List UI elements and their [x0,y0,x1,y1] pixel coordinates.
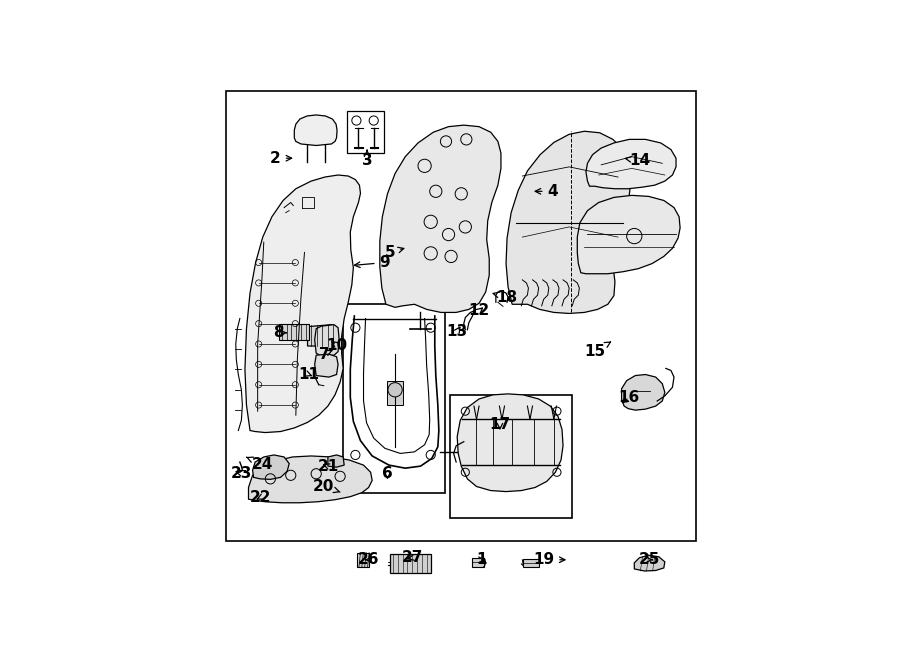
Text: 20: 20 [313,479,340,494]
Text: 21: 21 [318,459,338,474]
Text: 14: 14 [626,153,650,169]
Text: 15: 15 [584,342,610,359]
Text: 18: 18 [493,290,518,305]
Text: 10: 10 [326,338,347,352]
Text: 4: 4 [536,184,558,199]
Bar [387,381,402,405]
Polygon shape [622,375,665,410]
Polygon shape [315,354,338,377]
Bar [226,91,697,541]
Circle shape [388,383,402,397]
Bar [523,559,538,567]
Text: 3: 3 [362,150,373,169]
Polygon shape [577,196,680,274]
Bar [357,553,369,567]
Text: 11: 11 [298,367,320,382]
Polygon shape [294,115,338,145]
Polygon shape [245,175,361,432]
Text: 6: 6 [382,466,392,481]
Bar [450,395,572,518]
Text: 23: 23 [230,466,252,481]
Polygon shape [380,125,501,313]
Polygon shape [328,455,344,467]
Polygon shape [634,555,665,571]
Polygon shape [253,455,289,479]
Text: 13: 13 [446,324,468,338]
Text: 17: 17 [490,417,510,432]
Bar [472,558,483,567]
Text: 26: 26 [358,553,380,567]
Text: 16: 16 [618,390,640,405]
Text: 2: 2 [270,151,292,166]
Text: 27: 27 [402,550,424,565]
Text: 7: 7 [319,346,332,362]
Polygon shape [308,325,335,346]
Ellipse shape [253,489,268,499]
Text: 8: 8 [273,325,286,340]
Polygon shape [586,139,676,189]
Text: 19: 19 [533,553,565,567]
Polygon shape [315,325,339,356]
Text: 1: 1 [476,553,487,567]
Polygon shape [457,394,563,492]
Bar [347,112,384,153]
Text: 9: 9 [355,255,391,270]
Text: 24: 24 [247,457,274,471]
Bar [343,304,445,492]
Polygon shape [506,132,631,313]
Bar [390,554,431,573]
Text: 25: 25 [639,553,661,567]
Text: 22: 22 [249,490,271,505]
Bar [279,324,309,340]
Polygon shape [248,456,373,503]
Text: 12: 12 [468,303,490,319]
Text: 5: 5 [384,245,404,260]
